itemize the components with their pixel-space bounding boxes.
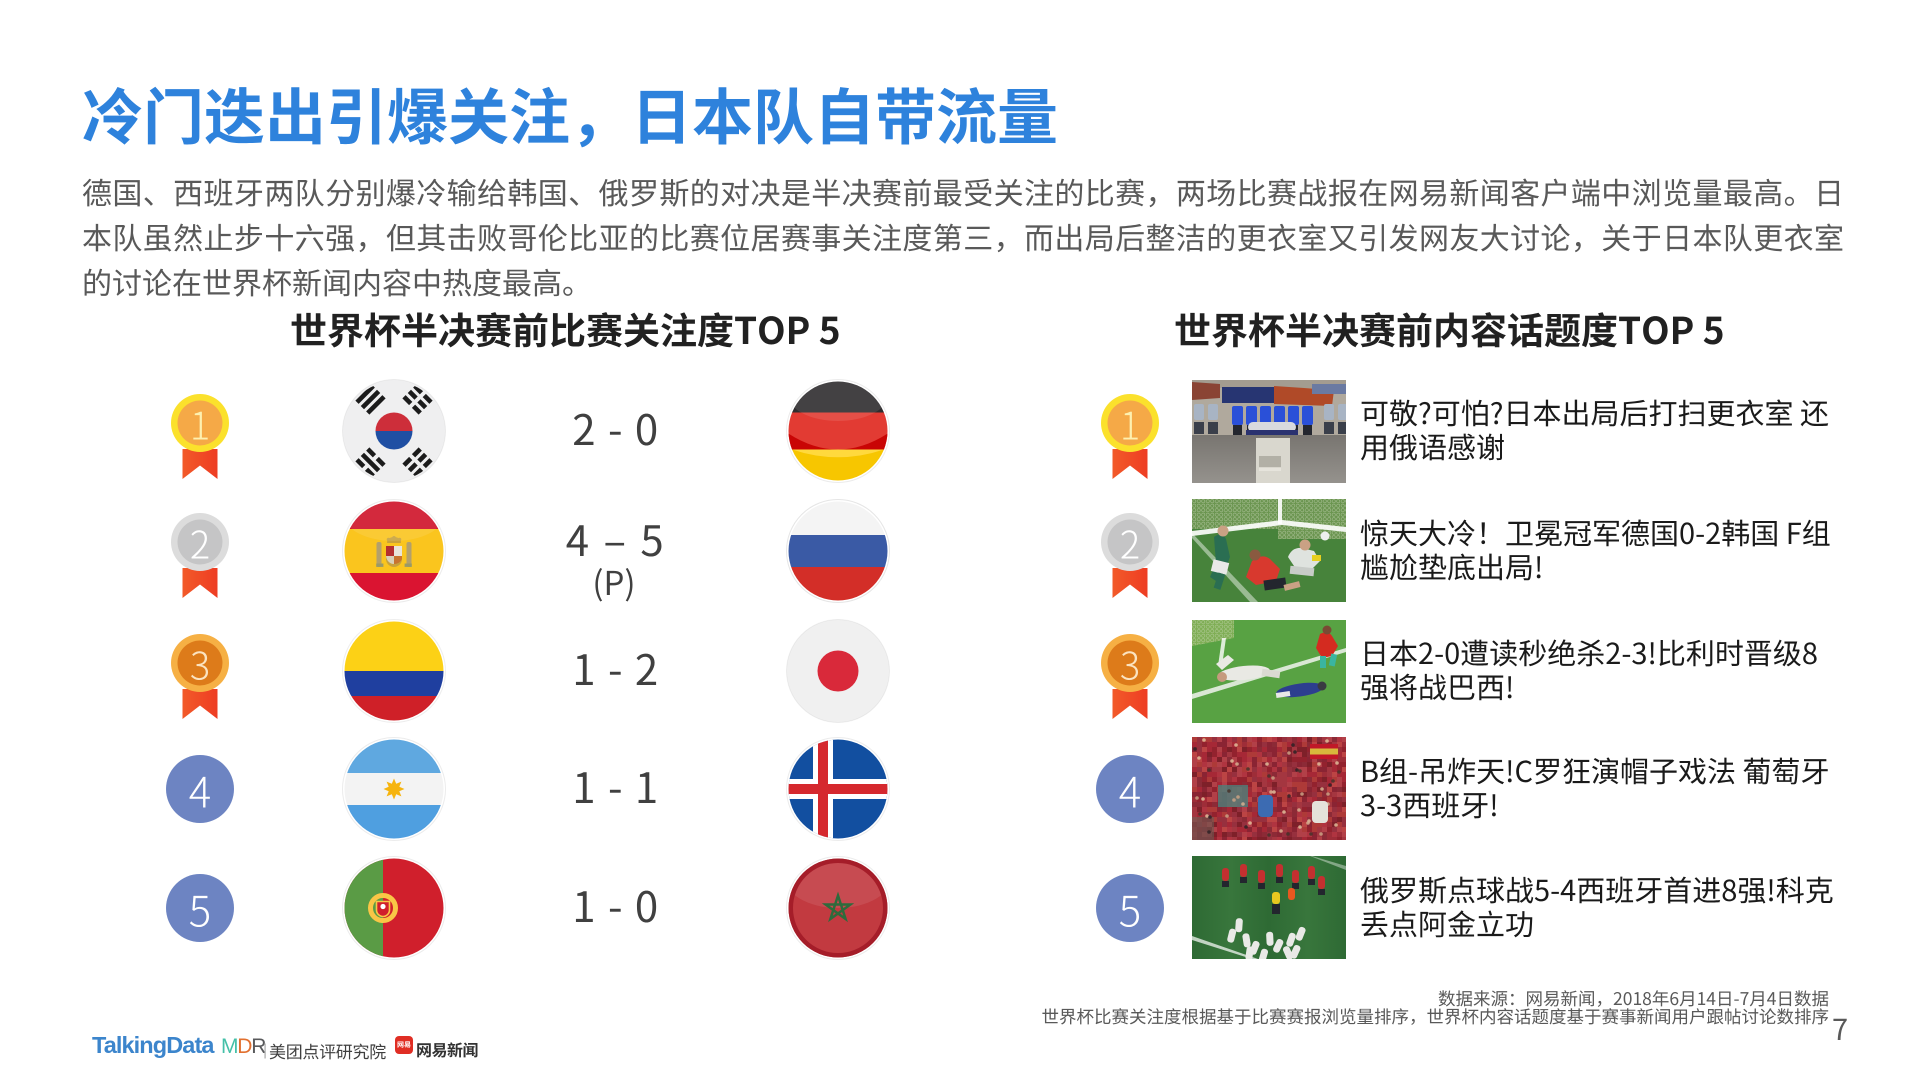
svg-text:3: 3 (190, 635, 210, 690)
svg-text:4: 4 (1118, 759, 1140, 820)
svg-text:2: 2 (190, 515, 210, 570)
svg-text:4: 4 (189, 759, 211, 820)
svg-text:5: 5 (1118, 878, 1140, 939)
svg-text:2: 2 (1119, 515, 1139, 570)
svg-text:1: 1 (1119, 395, 1139, 450)
svg-text:1: 1 (190, 395, 210, 450)
svg-text:3: 3 (1119, 635, 1139, 690)
svg-text:5: 5 (189, 878, 211, 939)
